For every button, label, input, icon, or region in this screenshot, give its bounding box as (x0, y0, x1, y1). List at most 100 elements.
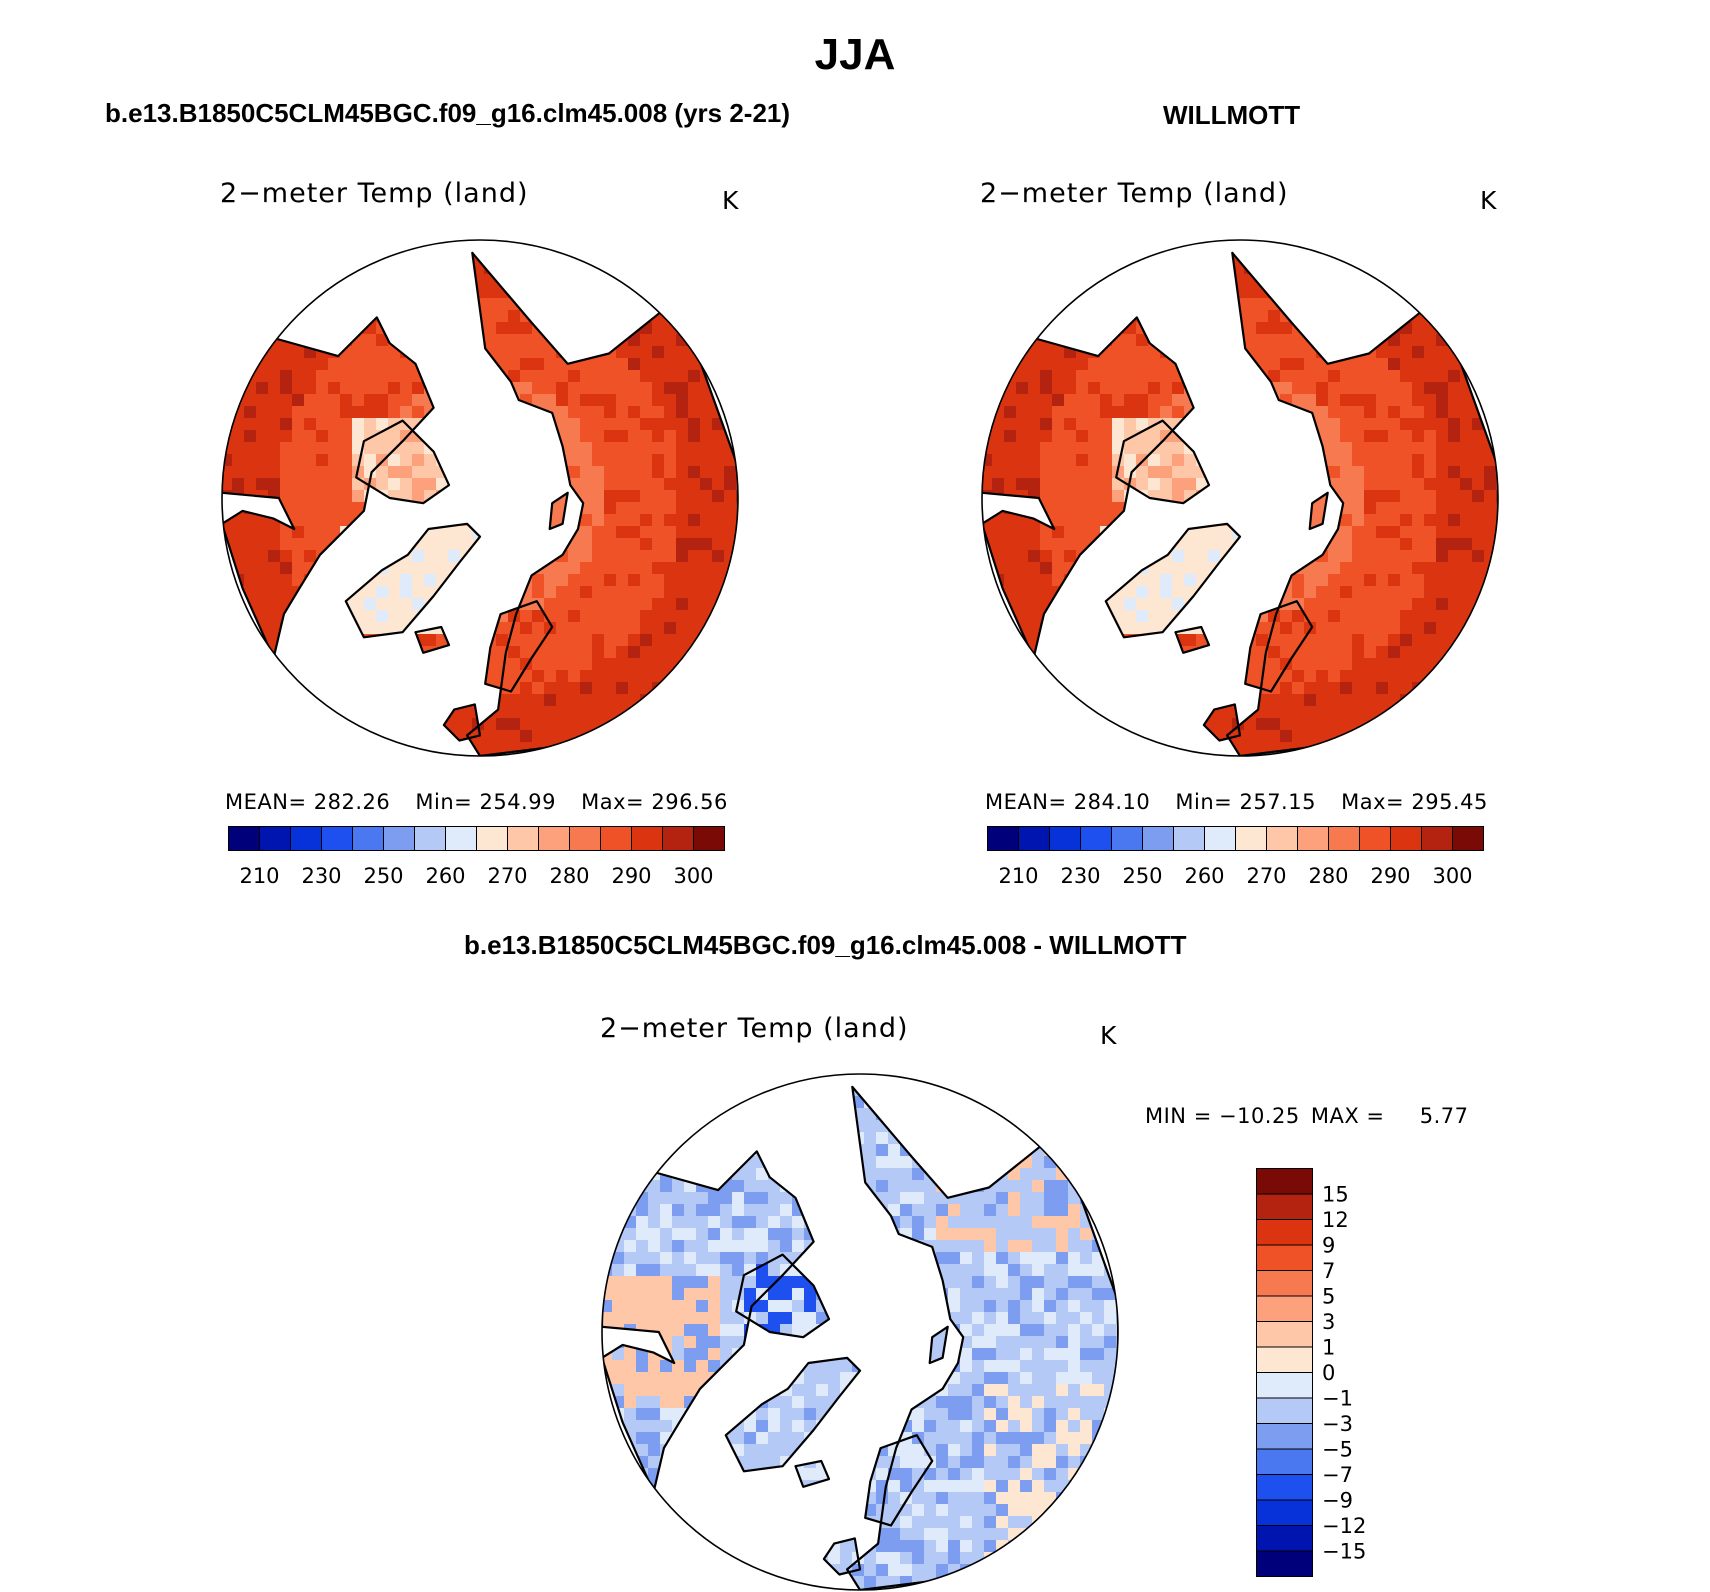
diff-colorbar-tick: −1 (1322, 1387, 1353, 1411)
left-colorbar-box (508, 827, 539, 851)
diff-colorbar-box (1257, 1526, 1313, 1552)
diff-colorbar-box (1257, 1220, 1313, 1246)
left-colorbar-tick: 300 (673, 864, 713, 888)
right-colorbar-box (1422, 827, 1453, 851)
diff-colorbar-tick: −15 (1322, 1540, 1366, 1564)
right-colorbar-box (1019, 827, 1050, 851)
diff-colorbar-box (1257, 1398, 1313, 1424)
right-stats: MEAN= 284.10 Min= 257.15 Max= 295.45 (985, 790, 1488, 814)
right-variable-label: 2−meter Temp (land) (980, 178, 1289, 209)
diff-colorbar-box (1257, 1500, 1313, 1526)
left-units-label: K (722, 186, 738, 215)
left-colorbar-box (384, 827, 415, 851)
right-colorbar-tick: 230 (1060, 864, 1100, 888)
right-colorbar-box (1143, 827, 1174, 851)
diff-colorbar-box (1257, 1245, 1313, 1271)
diff-colorbar-tick: 3 (1322, 1310, 1335, 1334)
left-mean-value: 282.26 (314, 790, 390, 814)
right-min-label: Min= (1175, 790, 1232, 814)
left-colorbar-tick: 230 (301, 864, 341, 888)
left-colorbar-tick: 250 (363, 864, 403, 888)
right-colorbar-box (1360, 827, 1391, 851)
left-colorbar-box (570, 827, 601, 851)
diff-colorbar-tick: 5 (1322, 1285, 1335, 1309)
right-units-label: K (1480, 186, 1496, 215)
diff-min-value: −10.25 (1219, 1104, 1300, 1128)
diff-colorbar-tick: −9 (1322, 1489, 1353, 1513)
diff-colorbar-box (1257, 1551, 1313, 1577)
right-colorbar-tick: 210 (998, 864, 1038, 888)
diff-colorbar-tick: 1 (1322, 1336, 1335, 1360)
right-colorbar-tick: 300 (1432, 864, 1472, 888)
diff-colorbar-tick: 0 (1322, 1361, 1335, 1385)
left-colorbar-tick: 260 (425, 864, 465, 888)
right-colorbar-box (1081, 827, 1112, 851)
left-colorbar-box (632, 827, 663, 851)
diff-colorbar-tick: 12 (1322, 1208, 1349, 1232)
right-colorbar-box (1174, 827, 1205, 851)
right-colorbar-box (1236, 827, 1267, 851)
diff-minmax: MIN = −10.25 MAX = 5.77 (1145, 1104, 1469, 1128)
right-colorbar-box (988, 827, 1019, 851)
left-colorbar-box (291, 827, 322, 851)
diff-colorbar-tick: −7 (1322, 1463, 1353, 1487)
left-polar-map (220, 238, 740, 758)
diff-colorbar-box (1257, 1169, 1313, 1195)
diff-colorbar-box (1257, 1475, 1313, 1501)
diff-colorbar-box (1257, 1373, 1313, 1399)
right-colorbar-tick: 270 (1246, 864, 1286, 888)
right-colorbar-box (1267, 827, 1298, 851)
right-mean-value: 284.10 (1074, 790, 1150, 814)
right-mean-label: MEAN= (985, 790, 1067, 814)
left-colorbar-box (415, 827, 446, 851)
diff-colorbar-box (1257, 1424, 1313, 1450)
left-colorbar-tick: 270 (487, 864, 527, 888)
left-colorbar-box (229, 827, 260, 851)
diff-min-label: MIN = (1145, 1104, 1212, 1128)
left-min-label: Min= (415, 790, 472, 814)
diff-colorbar-tick: −5 (1322, 1438, 1353, 1462)
right-colorbar-box (1298, 827, 1329, 851)
left-max-label: Max= (581, 790, 644, 814)
left-colorbar-box (353, 827, 384, 851)
diff-colorbar-box (1257, 1194, 1313, 1220)
left-colorbar-box (539, 827, 570, 851)
diff-polar-map (600, 1072, 1120, 1592)
right-colorbar-box (1453, 827, 1484, 851)
diff-colorbar-tick: −3 (1322, 1412, 1353, 1436)
left-stats: MEAN= 282.26 Min= 254.99 Max= 296.56 (225, 790, 728, 814)
right-colorbar-box (1391, 827, 1422, 851)
left-colorbar-box (446, 827, 477, 851)
diff-units-label: K (1100, 1021, 1116, 1050)
diff-colorbar-box (1257, 1271, 1313, 1297)
right-colorbar-tick: 260 (1184, 864, 1224, 888)
left-colorbar-tick: 290 (611, 864, 651, 888)
diff-max-value: 5.77 (1420, 1104, 1469, 1128)
left-colorbar-box (694, 827, 725, 851)
diff-colorbar-tick: 7 (1322, 1259, 1335, 1283)
left-colorbar-box (322, 827, 353, 851)
right-polar-map (980, 238, 1500, 758)
left-colorbar-box (260, 827, 291, 851)
left-variable-label: 2−meter Temp (land) (220, 178, 529, 209)
right-colorbar-tick: 290 (1370, 864, 1410, 888)
diff-colorbar-tick: 9 (1322, 1234, 1335, 1258)
diff-colorbar-tick: 15 (1322, 1183, 1349, 1207)
left-colorbar-tick: 210 (239, 864, 279, 888)
left-mean-label: MEAN= (225, 790, 307, 814)
diff-variable-label: 2−meter Temp (land) (600, 1013, 909, 1044)
right-max-value: 295.45 (1411, 790, 1487, 814)
figure-title: JJA (0, 30, 1710, 80)
left-colorbar-box (663, 827, 694, 851)
diff-colorbar-box (1257, 1322, 1313, 1348)
left-panel-title: b.e13.B1850C5CLM45BGC.f09_g16.clm45.008 … (105, 98, 790, 129)
right-colorbar-tick: 280 (1308, 864, 1348, 888)
right-min-value: 257.15 (1239, 790, 1315, 814)
diff-panel-title: b.e13.B1850C5CLM45BGC.f09_g16.clm45.008 … (464, 930, 1186, 961)
diff-colorbar-box (1257, 1296, 1313, 1322)
right-colorbar-box (1205, 827, 1236, 851)
left-max-value: 296.56 (651, 790, 727, 814)
